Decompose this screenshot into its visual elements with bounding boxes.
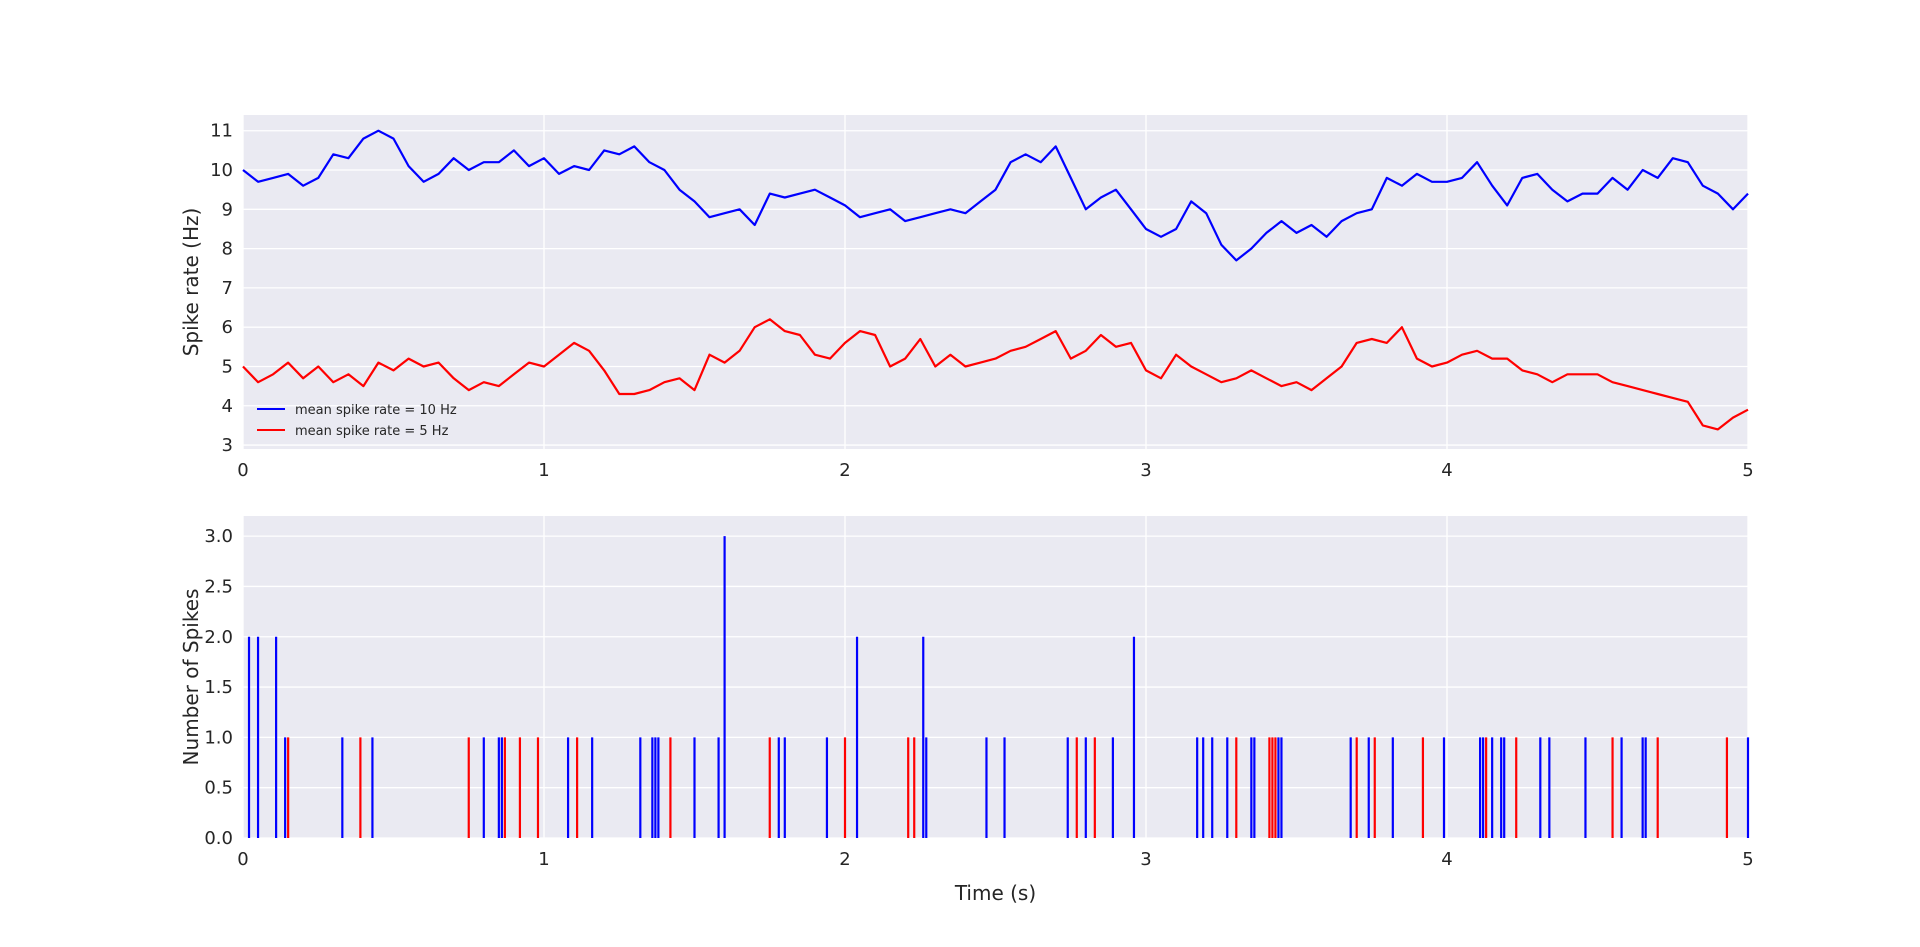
series-line-1: [242, 318, 1749, 431]
top-y-axis-label: Spike rate (Hz): [179, 208, 203, 357]
top-y-tick-label: 5: [222, 356, 233, 377]
top-x-tick-label: 3: [1140, 460, 1151, 481]
top-y-tick-label: 7: [222, 278, 233, 299]
top-x-tick-label: 0: [237, 460, 248, 481]
bottom-y-tick-label: 3.0: [204, 526, 233, 547]
bottom-x-tick-label: 4: [1441, 849, 1452, 870]
top-y-tick-label: 6: [222, 317, 233, 338]
top-y-tick-label: 11: [210, 121, 233, 142]
top-y-tick-label: 8: [222, 239, 233, 260]
bottom-y-tick-labels: 0.0 0.5 1.0 1.5 2.0 2.5 3.0: [204, 526, 233, 849]
bottom-grid: [242, 516, 1749, 839]
bottom-x-tick-labels: 0 1 2 3 4 5: [237, 849, 1753, 870]
bottom-spike-bars: [247, 536, 1750, 838]
top-plot-area: [243, 115, 1748, 449]
top-y-tick-label: 4: [222, 396, 233, 417]
legend-label-5hz: mean spike rate = 5 Hz: [295, 424, 449, 439]
bottom-x-axis-label: Time (s): [954, 881, 1036, 905]
bottom-x-tick-label: 0: [237, 849, 248, 870]
legend-label-10hz: mean spike rate = 10 Hz: [295, 403, 457, 418]
top-y-tick-label: 10: [210, 160, 233, 181]
top-x-tick-label: 1: [538, 460, 549, 481]
series-line-0: [242, 129, 1749, 262]
spike-rate-chart: 0 1 2 3 4 5 3 4 5 6 7 8 9 10 11 Spike rate (Hz) mean …: [179, 115, 1754, 481]
top-series-lines: [242, 129, 1749, 431]
bottom-x-tick-label: 3: [1140, 849, 1151, 870]
bottom-x-tick-label: 5: [1742, 849, 1753, 870]
bottom-y-tick-label: 1.5: [204, 677, 233, 698]
top-x-tick-label: 2: [839, 460, 850, 481]
bottom-plot-area: [243, 516, 1748, 838]
bottom-y-tick-label: 0.0: [204, 828, 233, 849]
bottom-y-tick-label: 0.5: [204, 778, 233, 799]
bottom-x-tick-label: 1: [538, 849, 549, 870]
spike-count-chart: 0 1 2 3 4 5 0.0 0.5 1.0 1.5 2.0 2.5 3.0 Number of S…: [179, 516, 1754, 905]
bottom-x-tick-label: 2: [839, 849, 850, 870]
bottom-y-tick-label: 2.0: [204, 627, 233, 648]
top-x-tick-labels: 0 1 2 3 4 5: [237, 460, 1753, 481]
top-x-tick-label: 5: [1742, 460, 1753, 481]
bottom-y-tick-label: 1.0: [204, 727, 233, 748]
legend: mean spike rate = 10 Hz mean spike rate …: [257, 403, 457, 439]
top-grid: [242, 115, 1749, 449]
bottom-y-axis-label: Number of Spikes: [179, 589, 203, 766]
top-y-tick-labels: 3 4 5 6 7 8 9 10 11: [210, 121, 233, 456]
top-x-tick-label: 4: [1441, 460, 1452, 481]
top-y-tick-label: 9: [222, 199, 233, 220]
bottom-y-tick-label: 2.5: [204, 576, 233, 597]
top-y-tick-label: 3: [222, 435, 233, 456]
